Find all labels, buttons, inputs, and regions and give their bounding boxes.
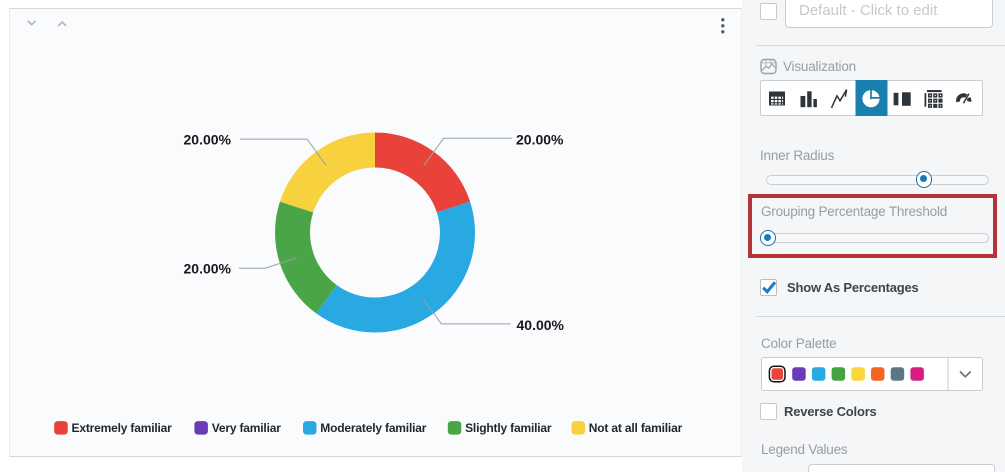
svg-text:Extremely familiar: Extremely familiar [72, 421, 173, 435]
svg-text:Moderately familiar: Moderately familiar [320, 421, 426, 435]
svg-text:20.00%: 20.00% [516, 132, 564, 148]
svg-text:Very familiar: Very familiar [212, 421, 282, 435]
svg-text:Not at all familiar: Not at all familiar [589, 421, 683, 435]
svg-text:20.00%: 20.00% [184, 261, 232, 277]
svg-text:Slightly familiar: Slightly familiar [465, 421, 552, 435]
svg-text:40.00%: 40.00% [517, 317, 565, 333]
svg-text:20.00%: 20.00% [184, 132, 232, 148]
